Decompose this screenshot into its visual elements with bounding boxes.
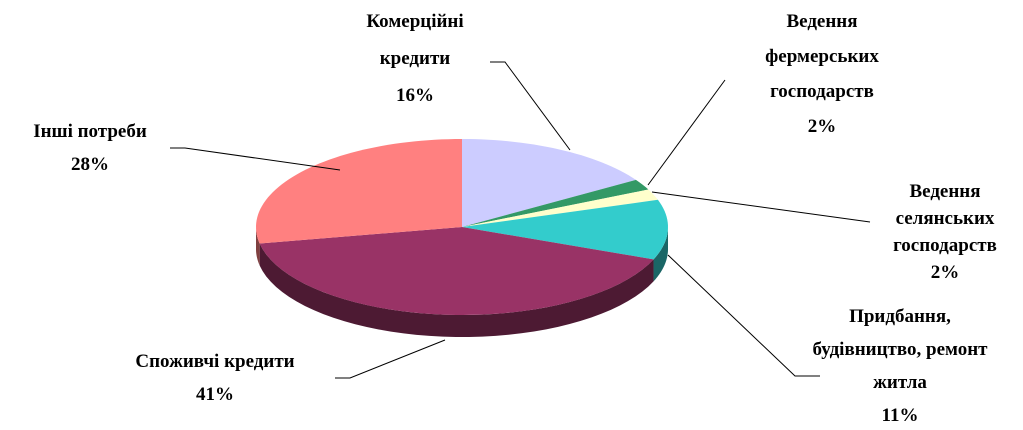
value-label: 16% [396,85,434,106]
slice-label: Ведення фермерських господарств 2% [765,4,879,144]
slice [462,139,636,227]
slice-label: Комерційні кредити 16% [366,3,463,114]
value-label: 2% [807,116,837,137]
category-label: Ведення селянських господарств [893,181,997,256]
leader-line [667,254,820,377]
value-label: 41% [196,384,234,405]
slice-side [653,227,668,282]
slice [462,189,658,227]
value-label: 11% [881,405,919,426]
slice-side [256,227,260,266]
category-label: Споживчі кредити [135,351,295,372]
slice [462,179,649,227]
slice [256,139,462,244]
leader-line [170,147,341,171]
leader-line [490,61,571,151]
category-label: Інші потреби [33,121,147,142]
slice [462,199,668,260]
leader-line [647,79,726,186]
slice-label: Ведення селянських господарств 2% [893,178,997,286]
slice-label: Інші потреби 28% [33,115,147,181]
slice-label: Придбання, будівництво, ремонт житла 11% [810,300,990,430]
slice-side [259,243,654,337]
category-label: Комерційні кредити [366,11,464,69]
category-label: Придбання, будівництво, ремонт житла [812,306,988,393]
slice [259,227,654,315]
value-label: 28% [71,154,109,175]
value-label: 2% [930,262,960,283]
leader-line [335,339,446,379]
leader-line [651,191,871,223]
slice-label: Споживчі кредити 41% [135,345,294,411]
category-label: Ведення фермерських господарств [765,11,879,102]
